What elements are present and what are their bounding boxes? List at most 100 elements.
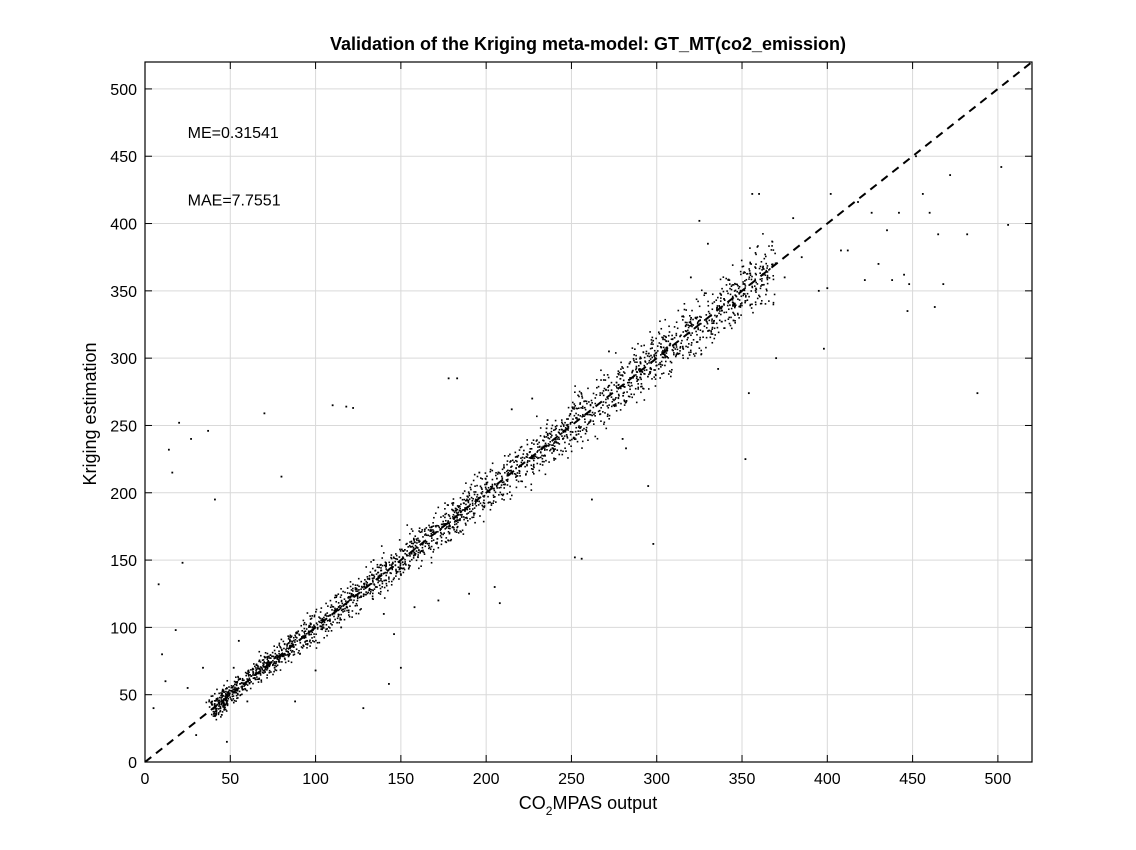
data-point [171,471,174,474]
data-point [544,448,546,450]
data-point [334,608,337,611]
data-point [355,590,357,592]
data-point [399,548,401,551]
data-point [430,556,433,559]
data-point [671,338,674,340]
data-point [432,529,434,531]
data-point [395,554,398,557]
data-point [482,505,484,508]
data-point [217,708,220,710]
data-point [302,645,305,647]
data-point [388,578,390,580]
data-point [263,670,266,672]
data-point [688,351,690,354]
data-point [510,466,512,468]
data-point [640,385,642,388]
data-point [765,288,768,291]
data-point [649,347,652,350]
data-point [152,707,155,710]
data-point [444,508,446,510]
data-point [275,662,277,665]
data-point [302,619,305,622]
data-point [706,321,708,323]
data-point [410,542,413,545]
data-point [558,443,561,445]
data-point [703,294,706,297]
data-point [306,643,309,645]
data-point [271,664,274,667]
data-point [544,455,546,457]
data-point [482,508,484,511]
data-point [748,295,750,298]
data-point [715,322,718,325]
data-point [690,334,692,337]
data-point [615,409,618,412]
data-point [567,418,569,420]
data-point [425,534,428,537]
data-point [304,630,307,632]
data-point [474,485,476,487]
data-point [658,363,660,366]
data-point [473,507,476,509]
data-point [770,249,773,251]
data-point [511,473,514,475]
data-point [476,493,479,496]
data-point [371,592,374,595]
data-point [691,325,693,328]
data-point [488,491,491,494]
data-point [730,285,733,287]
data-point [495,474,497,477]
data-point [762,265,764,268]
data-point [591,414,593,417]
data-point [547,443,550,445]
data-point [340,618,342,621]
data-point [273,670,275,673]
data-point [437,599,440,602]
data-point [295,636,298,639]
data-point [758,193,760,195]
data-point [571,438,573,441]
data-point [427,529,430,531]
data-point [480,486,483,489]
data-point [195,734,198,736]
data-point [675,353,678,356]
data-point [252,668,255,670]
data-point [516,464,518,466]
data-point [404,552,406,555]
data-point [711,308,714,311]
data-point [737,287,740,290]
data-point [222,706,225,708]
data-point [256,664,258,667]
data-point [365,580,368,583]
data-point [764,303,767,305]
data-point [531,397,534,400]
data-point [651,336,654,339]
data-point [571,401,574,404]
data-point [620,387,622,390]
x-tick-label: 150 [388,771,415,788]
data-point [381,586,384,588]
data-point [301,647,304,649]
data-point [525,473,527,475]
data-point [355,587,358,590]
data-point [588,413,590,416]
data-point [740,295,743,298]
data-point [215,718,218,721]
data-point [269,654,272,656]
data-point [318,616,320,618]
data-point [469,503,471,506]
data-point [696,322,699,325]
data-point [462,516,465,518]
data-point [276,654,279,657]
data-point [587,387,589,390]
data-point [368,578,371,581]
data-point [481,478,484,480]
data-point [710,331,713,333]
data-point [293,651,295,653]
data-point [730,288,733,291]
data-point [506,480,509,483]
data-point [602,394,605,397]
data-point [235,691,238,694]
data-point [606,374,609,376]
data-point [283,653,286,655]
